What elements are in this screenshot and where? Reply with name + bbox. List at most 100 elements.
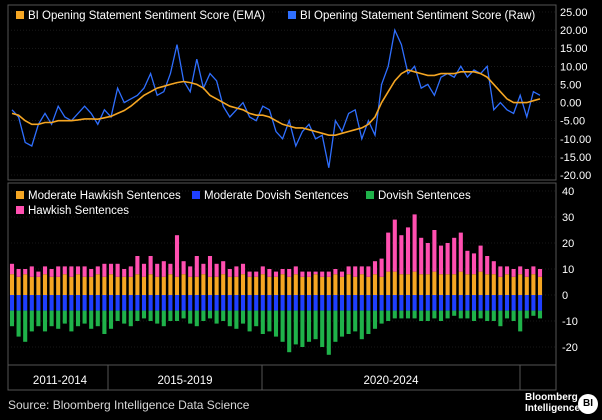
bar-moderate-hawkish [280,274,285,295]
bar-hawkish [221,261,226,275]
bar-moderate-hawkish [188,276,193,295]
bar-moderate-hawkish [458,271,463,295]
bar-moderate-dovish [214,295,219,311]
bar-hawkish [36,271,41,277]
legend-label-ema: BI Opening Statement Sentiment Score (EM… [28,10,265,22]
bar-hawkish [227,269,232,277]
bar-hawkish [168,263,173,275]
bar-moderate-dovish [254,295,259,311]
bar-moderate-hawkish [234,276,239,295]
bar-dovish [194,310,199,327]
bottom-tick-label: -10 [562,316,578,328]
period-label-2015-2019: 2015-2019 [158,375,213,387]
legend-swatch-ema [16,11,24,19]
bar-moderate-hawkish [141,276,147,295]
bar-hawkish [504,266,510,275]
bar-moderate-dovish [115,295,120,311]
bar-dovish [511,310,516,321]
bar-moderate-dovish [366,295,371,311]
bar-moderate-hawkish [62,274,67,295]
bar-moderate-dovish [339,295,345,311]
bar-moderate-hawkish [168,274,173,295]
bar-dovish [485,310,490,321]
bar-dovish [346,310,351,334]
bar-dovish [9,310,15,327]
bloomberg-logo: Bloomberg Intelligence [525,392,580,414]
bar-moderate-dovish [537,295,543,311]
bar-moderate-hawkish [531,274,536,295]
top-tick-label: -10.00 [560,134,591,146]
top-y-axis: 25.00 20.00 15.00 10.00 5.00 0.00 -5.00 -10.00 -… [560,7,591,182]
bar-hawkish [155,263,160,277]
bar-moderate-dovish [524,295,529,311]
bar-dovish [115,310,120,321]
bar-hawkish [287,269,292,277]
bar-moderate-hawkish [108,274,114,295]
bar-moderate-hawkish [102,276,107,295]
bar-moderate-hawkish [471,274,477,295]
bar-hawkish [141,263,147,277]
bar-dovish [280,310,285,342]
bar-dovish [498,310,503,327]
bar-hawkish [491,261,496,275]
bar-dovish [438,310,444,321]
bar-moderate-dovish [379,295,384,311]
bar-moderate-dovish [458,295,463,311]
bar-dovish [339,310,345,337]
bar-dovish [478,310,483,319]
ema-score-line [11,69,541,136]
bar-moderate-dovish [412,295,417,311]
bar-moderate-dovish [326,295,331,311]
bar-dovish [425,310,430,321]
bar-moderate-hawkish [353,276,358,295]
bar-dovish [293,310,298,345]
bar-moderate-hawkish [69,276,74,295]
bar-moderate-hawkish [75,274,81,295]
bar-moderate-dovish [478,295,483,311]
bar-moderate-hawkish [537,276,543,295]
bar-dovish [128,310,133,327]
bar-moderate-dovish [293,295,298,311]
source-note: Source: Bloomberg Intelligence Data Scie… [8,398,250,412]
period-label-2011-2014: 2011-2014 [33,375,88,387]
bar-moderate-dovish [75,295,81,311]
bar-moderate-hawkish [320,276,325,295]
bar-hawkish [537,269,543,277]
bar-moderate-dovish [155,295,160,311]
bar-dovish [537,310,543,319]
bar-moderate-hawkish [9,274,15,295]
bar-moderate-dovish [141,295,147,311]
bar-moderate-hawkish [366,276,371,295]
bar-moderate-dovish [511,295,516,311]
bar-dovish [214,310,219,324]
bar-moderate-hawkish [504,274,510,295]
bar-hawkish [240,263,246,275]
bar-dovish [386,310,391,321]
bar-dovish [155,310,160,324]
bar-moderate-hawkish [399,274,404,295]
bar-dovish [188,310,193,324]
bar-moderate-dovish [95,295,100,311]
bar-hawkish [280,269,285,275]
bar-dovish [419,310,424,321]
bar-dovish [372,310,378,329]
bar-hawkish [102,263,107,277]
bar-dovish [405,310,411,319]
bar-hawkish [511,269,516,277]
bar-moderate-dovish [392,295,397,311]
bar-moderate-hawkish [432,271,437,295]
bar-moderate-dovish [372,295,378,311]
bar-moderate-hawkish [267,276,272,295]
bar-hawkish [405,227,411,275]
bar-moderate-hawkish [405,274,411,295]
bar-moderate-dovish [313,295,318,311]
bar-hawkish [306,271,312,277]
bar-dovish [366,310,371,334]
bar-dovish [234,310,239,329]
bar-moderate-dovish [333,295,338,311]
bar-moderate-hawkish [478,271,483,295]
top-tick-label: 15.00 [560,43,588,55]
bar-dovish [392,310,397,319]
bar-hawkish [465,250,470,275]
bar-dovish [313,310,318,340]
